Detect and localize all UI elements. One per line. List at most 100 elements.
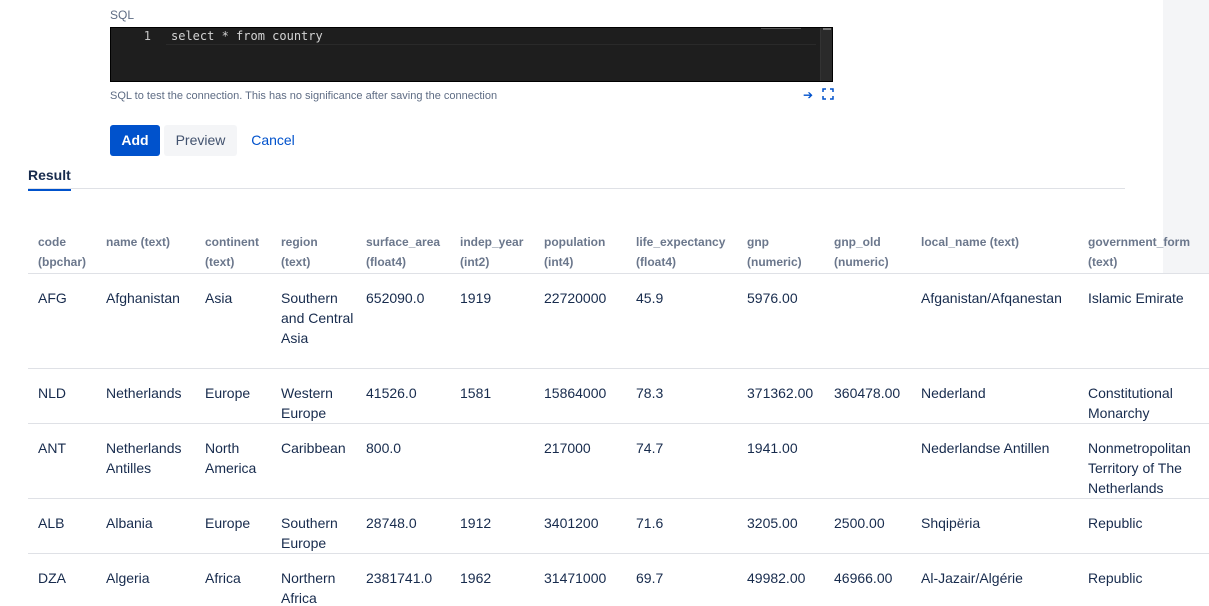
table-row: DZA Algeria Africa Northern Africa 2381741.0… [28, 554, 1209, 606]
table-row: NLD Netherlands Europe Western Europe 41526.… [28, 369, 1209, 424]
column-type: (text) [281, 255, 311, 269]
add-button[interactable]: Add [110, 125, 160, 156]
table-cell: Caribbean [281, 440, 346, 456]
table-cell: Northern Africa [281, 570, 336, 606]
expand-icon[interactable] [821, 88, 835, 102]
editor-scrollbar[interactable] [820, 28, 832, 81]
table-cell: Shqipëria [921, 515, 981, 531]
sql-query-text[interactable]: select * from country [171, 29, 323, 43]
table-cell: NLD [38, 385, 67, 401]
column-type: (numeric) [747, 255, 802, 269]
table-cell: Albania [106, 515, 153, 531]
table-cell: 3205.00 [747, 515, 798, 531]
table-cell: 71.6 [636, 515, 664, 531]
column-header[interactable]: region (text) [281, 232, 359, 272]
current-line-highlight [166, 28, 816, 45]
table-cell: 15864000 [544, 385, 607, 401]
table-cell: 45.9 [636, 290, 664, 306]
column-header[interactable]: indep_year (int2) [460, 232, 540, 272]
column-header[interactable]: gnp (numeric) [747, 232, 831, 272]
table-cell: 22720000 [544, 290, 607, 306]
column-type: (float4) [636, 255, 676, 269]
column-header[interactable]: name (text) [106, 232, 198, 252]
sql-hint-text: SQL to test the connection. This has no … [110, 90, 498, 102]
overview-ruler-marker [761, 28, 801, 29]
table-cell: 217000 [544, 440, 591, 456]
table-cell: 360478.00 [834, 385, 901, 401]
column-name: government_form [1088, 235, 1191, 249]
table-cell: Europe [205, 515, 251, 531]
table-cell: 49982.00 [747, 570, 806, 586]
table-cell: 800.0 [366, 440, 402, 456]
sql-label: SQL [110, 8, 135, 22]
sql-editor[interactable]: 1 select * from country [110, 27, 833, 82]
table-cell: 74.7 [636, 440, 664, 456]
table-cell: 652090.0 [366, 290, 425, 306]
table-cell: Southern and Central Asia [281, 290, 354, 346]
table-cell: 46966.00 [834, 570, 893, 586]
table-cell: 1912 [460, 515, 492, 531]
column-type: (int4) [544, 255, 574, 269]
tab-result[interactable]: Result [28, 167, 71, 191]
table-cell: Europe [205, 385, 251, 401]
column-name: code [38, 235, 67, 249]
table-cell: 41526.0 [366, 385, 417, 401]
column-name: surface_area [366, 235, 441, 249]
table-cell: Afghanistan [106, 290, 180, 306]
column-header[interactable]: life_expectancy (float4) [636, 232, 744, 272]
table-cell: Al-Jazair/Algérie [921, 570, 1023, 586]
table-header: code (bpchar) name (text) continent (text) re… [28, 218, 1209, 274]
table-cell: Nederlandse Antillen [921, 440, 1050, 456]
cancel-button[interactable]: Cancel [251, 132, 295, 148]
table-cell: Islamic Emirate [1088, 290, 1184, 306]
arrow-right-icon[interactable]: ➔ [802, 88, 814, 102]
column-name: life_expectancy [636, 235, 726, 249]
table-cell: 2500.00 [834, 515, 885, 531]
table-cell: Algeria [106, 570, 150, 586]
table-cell: 1941.00 [747, 440, 798, 456]
table-cell: DZA [38, 570, 66, 586]
table-cell: Western Europe [281, 385, 333, 421]
line-number: 1 [143, 29, 151, 43]
column-header[interactable]: code (bpchar) [38, 232, 98, 272]
table-cell: 28748.0 [366, 515, 417, 531]
table-cell: Netherlands Antilles [106, 440, 182, 476]
table-cell: Southern Europe [281, 515, 338, 551]
table-row: AFG Afghanistan Asia Southern and Central A… [28, 274, 1209, 369]
table-cell: Afganistan/Afqanestan [921, 290, 1062, 306]
column-type: (float4) [366, 255, 406, 269]
column-name: local_name (text) [921, 235, 1020, 249]
column-name: name (text) [106, 235, 171, 249]
editor-toolbar: ➔ [801, 88, 835, 102]
table-cell: AFG [38, 290, 67, 306]
table-cell: 3401200 [544, 515, 599, 531]
table-cell: 1962 [460, 570, 492, 586]
column-header[interactable]: continent (text) [205, 232, 275, 272]
column-type: (text) [205, 255, 235, 269]
table-cell: 1919 [460, 290, 492, 306]
column-header[interactable]: government_form (text) [1088, 232, 1208, 272]
result-table: code (bpchar) name (text) continent (text) re… [28, 218, 1209, 606]
preview-button[interactable]: Preview [164, 125, 237, 156]
table-cell: Africa [205, 570, 241, 586]
table-cell: 31471000 [544, 570, 607, 586]
table-cell: Nonmetropolitan Territory of The Netherl… [1088, 440, 1191, 496]
table-cell: Netherlands [106, 385, 182, 401]
column-header[interactable]: gnp_old (numeric) [834, 232, 918, 272]
table-cell: 5976.00 [747, 290, 798, 306]
column-type: (int2) [460, 255, 490, 269]
column-type: (text) [1088, 255, 1118, 269]
table-cell: Constitutional Monarchy [1088, 385, 1173, 421]
column-header[interactable]: surface_area (float4) [366, 232, 456, 272]
table-cell: Nederland [921, 385, 986, 401]
column-type: (numeric) [834, 255, 889, 269]
table-row: ANT Netherlands Antilles North America Cari… [28, 424, 1209, 499]
table-cell: Republic [1088, 570, 1143, 586]
column-name: gnp [747, 235, 769, 249]
table-cell: ALB [38, 515, 65, 531]
column-name: indep_year [460, 235, 524, 249]
table-cell: 2381741.0 [366, 570, 433, 586]
column-header[interactable]: local_name (text) [921, 232, 1081, 252]
column-header[interactable]: population (int4) [544, 232, 632, 272]
column-name: region [281, 235, 318, 249]
